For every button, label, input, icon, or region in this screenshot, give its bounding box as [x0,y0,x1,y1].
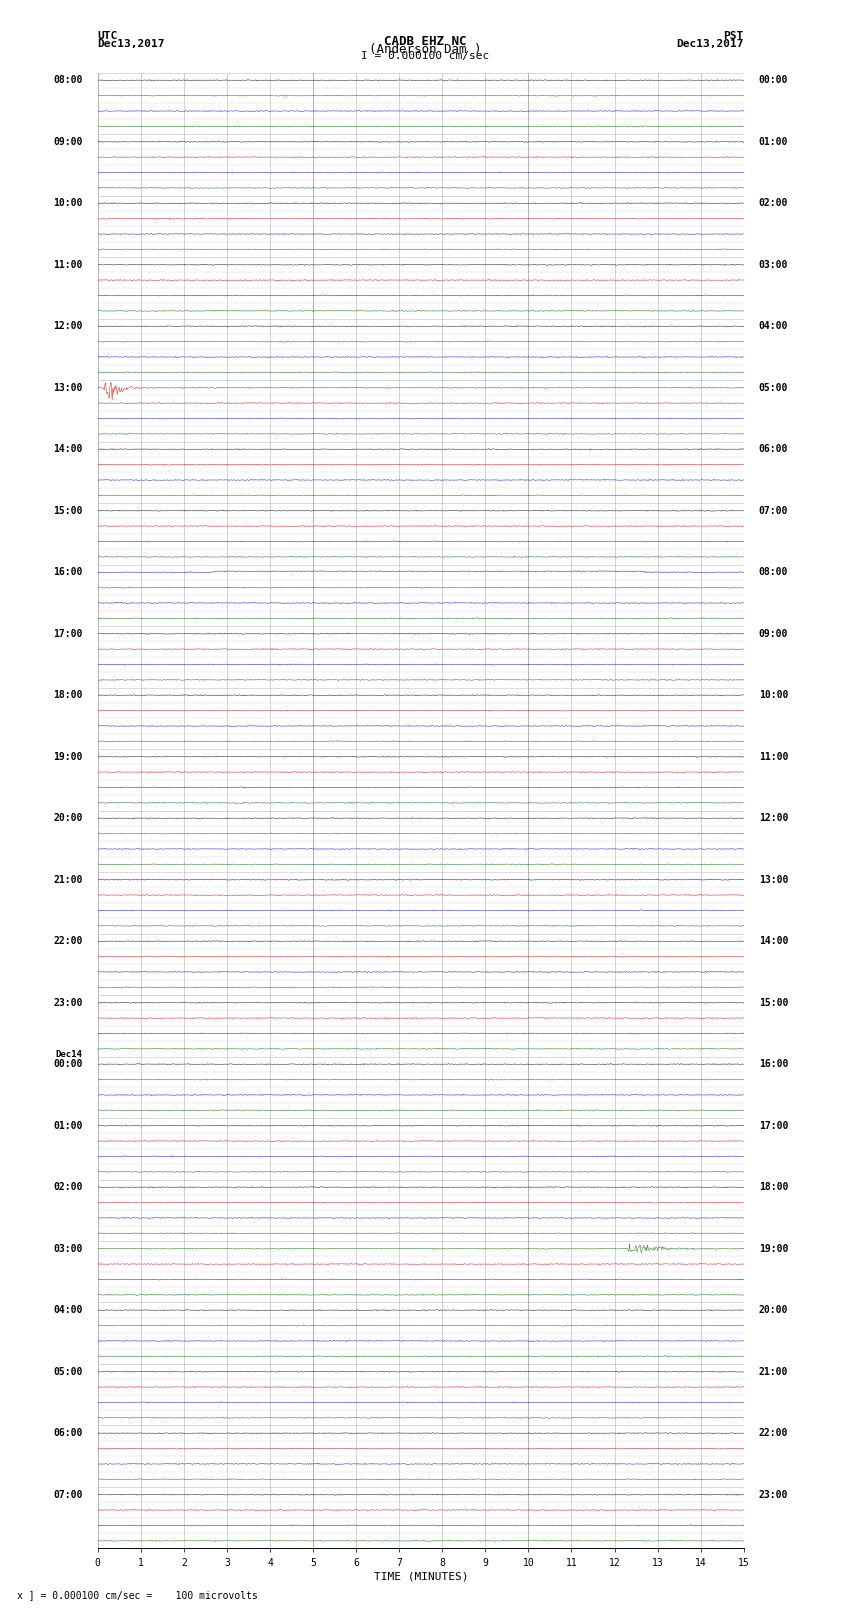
Text: x ] = 0.000100 cm/sec =    100 microvolts: x ] = 0.000100 cm/sec = 100 microvolts [17,1590,258,1600]
Text: 17:00: 17:00 [759,1121,788,1131]
Text: 07:00: 07:00 [54,1490,82,1500]
Text: 00:00: 00:00 [54,1060,82,1069]
Text: Dec14: Dec14 [56,1050,82,1060]
Text: 01:00: 01:00 [54,1121,82,1131]
Text: 13:00: 13:00 [759,874,788,884]
Text: 19:00: 19:00 [759,1244,788,1253]
Text: 08:00: 08:00 [759,568,788,577]
Text: 20:00: 20:00 [759,1305,788,1315]
Text: 19:00: 19:00 [54,752,82,761]
Text: 05:00: 05:00 [54,1366,82,1376]
Text: 12:00: 12:00 [54,321,82,331]
Text: 17:00: 17:00 [54,629,82,639]
Text: 05:00: 05:00 [759,382,788,392]
Text: 02:00: 02:00 [759,198,788,208]
Text: 13:00: 13:00 [54,382,82,392]
Text: 23:00: 23:00 [54,998,82,1008]
Text: 06:00: 06:00 [54,1428,82,1439]
Text: 01:00: 01:00 [759,137,788,147]
Text: CADB EHZ NC: CADB EHZ NC [383,35,467,48]
Text: 03:00: 03:00 [759,260,788,269]
Text: 06:00: 06:00 [759,444,788,455]
Text: 14:00: 14:00 [54,444,82,455]
Text: 14:00: 14:00 [759,936,788,947]
Text: 03:00: 03:00 [54,1244,82,1253]
Text: 07:00: 07:00 [759,506,788,516]
Text: 11:00: 11:00 [54,260,82,269]
Text: 15:00: 15:00 [54,506,82,516]
Text: 23:00: 23:00 [759,1490,788,1500]
Text: Dec13,2017: Dec13,2017 [677,39,744,48]
Text: 04:00: 04:00 [54,1305,82,1315]
Text: 22:00: 22:00 [54,936,82,947]
Text: 21:00: 21:00 [759,1366,788,1376]
Text: 16:00: 16:00 [759,1060,788,1069]
Text: 21:00: 21:00 [54,874,82,884]
Text: 00:00: 00:00 [759,76,788,85]
Text: I = 0.000100 cm/sec: I = 0.000100 cm/sec [361,50,489,61]
Text: 10:00: 10:00 [759,690,788,700]
Text: 04:00: 04:00 [759,321,788,331]
Text: 20:00: 20:00 [54,813,82,823]
Text: 02:00: 02:00 [54,1182,82,1192]
Text: PST: PST [723,31,744,40]
Text: 08:00: 08:00 [54,76,82,85]
Text: 11:00: 11:00 [759,752,788,761]
Text: (Anderson Dam ): (Anderson Dam ) [369,44,481,56]
Text: 22:00: 22:00 [759,1428,788,1439]
Text: 09:00: 09:00 [54,137,82,147]
Text: 09:00: 09:00 [759,629,788,639]
X-axis label: TIME (MINUTES): TIME (MINUTES) [373,1571,468,1582]
Text: 10:00: 10:00 [54,198,82,208]
Text: 12:00: 12:00 [759,813,788,823]
Text: 15:00: 15:00 [759,998,788,1008]
Text: 16:00: 16:00 [54,568,82,577]
Text: 18:00: 18:00 [759,1182,788,1192]
Text: UTC: UTC [98,31,118,40]
Text: Dec13,2017: Dec13,2017 [98,39,165,48]
Text: 18:00: 18:00 [54,690,82,700]
